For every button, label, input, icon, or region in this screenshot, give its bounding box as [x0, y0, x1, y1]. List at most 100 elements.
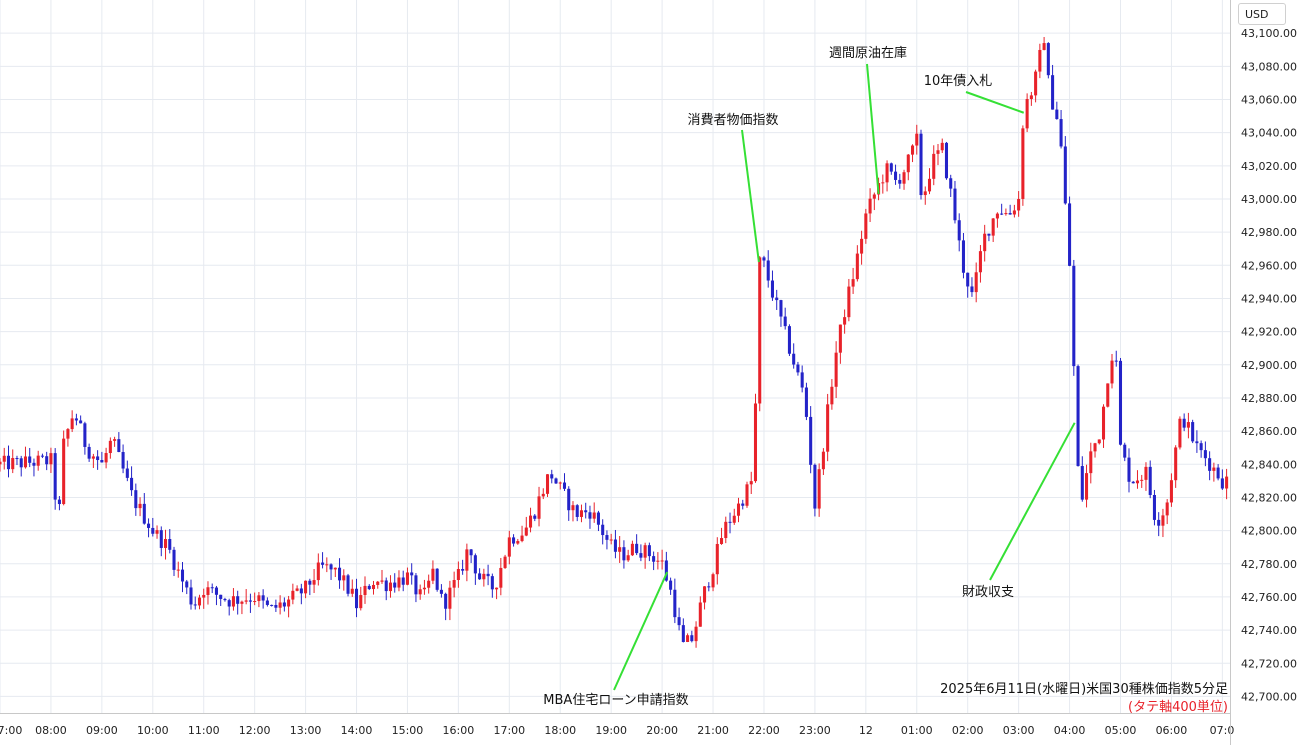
candle-body: [1051, 75, 1055, 110]
candle-body: [439, 589, 443, 594]
x-tick-label: 08:00: [35, 724, 67, 737]
candle-body: [770, 280, 774, 298]
candle-body: [291, 590, 295, 600]
candle-body: [172, 549, 176, 570]
candle-body: [325, 564, 329, 566]
currency-button[interactable]: USD: [1238, 3, 1286, 25]
callout-label: 10年債入札: [924, 74, 993, 89]
y-tick-label: 43,080.00: [1241, 60, 1297, 73]
candle-body: [384, 580, 388, 592]
candle-body: [894, 171, 898, 180]
candle-body: [843, 317, 847, 325]
plot-area: [0, 0, 1230, 713]
candle-body: [864, 213, 868, 239]
candle-body: [418, 589, 422, 595]
candle-body: [605, 535, 609, 540]
candle-body: [23, 456, 27, 468]
candle-body: [1110, 360, 1114, 384]
candle-body: [1004, 213, 1008, 215]
candle-body: [270, 604, 274, 606]
candle-body: [363, 585, 367, 596]
candle-body: [541, 493, 545, 497]
candle-body: [265, 600, 269, 605]
candle-body: [100, 460, 104, 463]
callout-line: [613, 571, 669, 691]
candle-body: [821, 451, 825, 470]
chart-subtitle: (タテ軸400単位): [1128, 699, 1228, 715]
candle-body: [469, 549, 473, 556]
candle-body: [244, 600, 248, 602]
y-tick-label: 42,760.00: [1241, 591, 1297, 604]
candle-body: [164, 539, 168, 548]
candle-body: [838, 324, 842, 353]
candle-body: [36, 455, 40, 466]
callout-line: [989, 422, 1076, 581]
candle-body: [1008, 213, 1012, 215]
candle-body: [210, 587, 214, 589]
candles: [0, 37, 1229, 648]
candle-body: [533, 515, 537, 519]
candle-body: [635, 543, 639, 554]
candle-body: [978, 251, 982, 273]
candle-body: [1055, 109, 1059, 120]
candle-body: [70, 418, 74, 430]
candle-body: [125, 468, 129, 478]
candle-body: [1063, 146, 1067, 204]
candle-body: [53, 453, 57, 500]
candle-body: [554, 478, 558, 484]
candle-body: [558, 482, 562, 484]
y-tick-label: 42,880.00: [1241, 392, 1297, 405]
candle-body: [524, 527, 528, 536]
candle-body: [1000, 213, 1004, 215]
candle-body: [15, 458, 19, 460]
candle-body: [185, 581, 189, 588]
candle-body: [240, 601, 244, 604]
callout-label: 消費者物価指数: [687, 113, 778, 128]
candle-body: [571, 505, 575, 511]
candle-body: [401, 577, 405, 585]
y-tick-label: 43,000.00: [1241, 193, 1297, 206]
candle-body: [991, 218, 995, 236]
candle-body: [28, 456, 32, 463]
candle-body: [562, 482, 567, 489]
candle-body: [1076, 366, 1080, 467]
x-tick-label: 09:00: [86, 724, 118, 737]
candle-body: [881, 182, 885, 184]
candle-body: [338, 567, 342, 581]
candle-body: [32, 462, 36, 466]
candle-body: [405, 572, 409, 585]
candle-body: [503, 556, 507, 568]
candle-body: [1085, 473, 1089, 500]
y-tick-label: 42,720.00: [1241, 657, 1297, 670]
candle-body: [346, 575, 350, 594]
candle-body: [495, 587, 499, 590]
candle-body: [452, 580, 456, 588]
candle-body: [766, 260, 770, 281]
x-tick-label: 16:00: [443, 724, 475, 737]
candle-body: [236, 596, 240, 604]
candle-body: [197, 597, 202, 606]
candle-body: [579, 510, 583, 517]
candle-body: [180, 569, 185, 582]
candle-body: [622, 547, 626, 561]
candle-body: [448, 587, 452, 609]
candle-body: [601, 524, 605, 536]
candle-body: [715, 543, 719, 575]
candle-body: [57, 499, 61, 505]
y-tick-label: 42,940.00: [1241, 292, 1297, 305]
y-tick-label: 43,040.00: [1241, 127, 1297, 140]
y-tick-label: 43,100.00: [1241, 27, 1297, 40]
x-tick-label: 05:00: [1105, 724, 1137, 737]
candle-body: [1101, 406, 1106, 440]
candle-body: [970, 286, 974, 293]
candle-body: [1025, 99, 1029, 129]
candle-body: [1114, 360, 1118, 362]
candle-body: [1144, 466, 1148, 480]
candle-body: [944, 142, 949, 179]
candle-body: [507, 537, 511, 557]
callout-label: MBA住宅ローン申請指数: [543, 693, 688, 708]
candle-body: [214, 587, 218, 595]
candle-body: [741, 503, 745, 506]
candle-body: [906, 154, 910, 173]
